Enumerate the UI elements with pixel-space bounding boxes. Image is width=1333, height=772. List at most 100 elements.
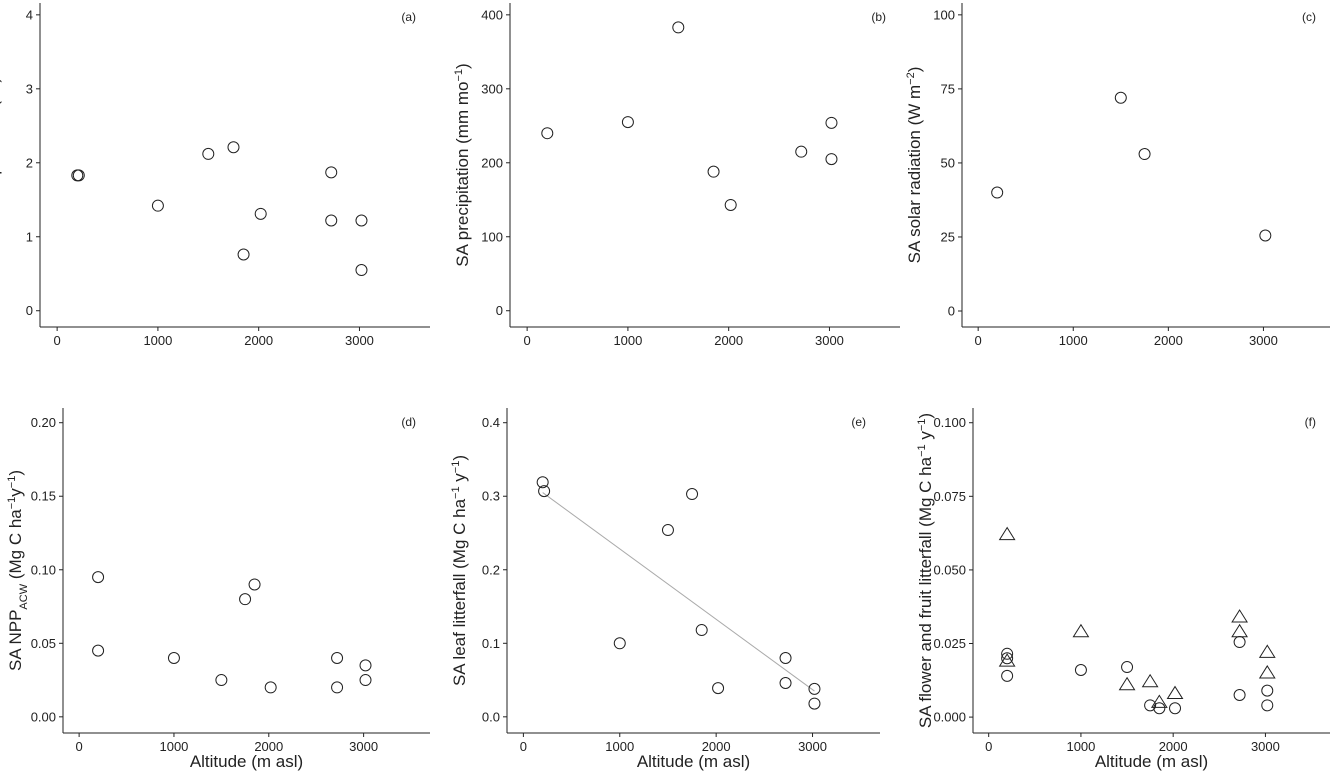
point <box>1001 647 1014 660</box>
x-tick-label: 2000 <box>1154 333 1183 348</box>
y-tick-label: 0.15 <box>31 489 56 504</box>
point <box>991 186 1004 199</box>
x-tick-label: 0 <box>76 739 83 754</box>
y-axis-label: SA NPPACW (Mg C ha−1y−1) <box>6 470 30 671</box>
x-tick-label: 1000 <box>143 333 172 348</box>
point <box>695 624 708 637</box>
x-tick-label: 1000 <box>1059 333 1088 348</box>
point <box>724 198 737 211</box>
y-axis-label: SA leaf litterfall (Mg C ha−1 y−1) <box>450 455 469 686</box>
y-axis-label-part: y <box>6 488 25 497</box>
point <box>331 681 344 694</box>
y-tick-label: 0.4 <box>482 415 500 430</box>
point <box>151 199 164 212</box>
point <box>712 682 725 695</box>
y-tick-label: 0.075 <box>933 489 966 504</box>
point <box>227 141 240 154</box>
y-axis-label-part: ) <box>453 63 472 69</box>
y-tick-label: 0 <box>948 304 955 319</box>
x-tick-label: 3000 <box>349 739 378 754</box>
x-tick-label: 0 <box>520 739 527 754</box>
panel-label: (f) <box>1305 415 1316 429</box>
panel-label: (a) <box>401 10 416 24</box>
x-tick-label: 1000 <box>613 333 642 348</box>
point <box>779 652 792 664</box>
y-axis-label-part: −2 <box>905 72 917 85</box>
point <box>355 264 368 277</box>
y-axis-label-part: y <box>450 473 469 487</box>
x-axis-label: Altitude (m asl) <box>1095 752 1208 771</box>
y-axis-label: SA flower and fruit litterfall (Mg C ha−… <box>916 413 935 728</box>
y-axis-label-part: ) <box>916 413 935 419</box>
x-axis-label: Altitude (m asl) <box>637 752 750 771</box>
x-tick-label: 1000 <box>159 739 188 754</box>
point <box>1233 689 1246 702</box>
point <box>331 652 344 664</box>
y-tick-label: 300 <box>481 81 503 96</box>
point <box>1074 664 1087 677</box>
y-tick-label: 1 <box>26 229 33 244</box>
y-tick-label: 0.0 <box>482 709 500 724</box>
y-tick-label: 0.1 <box>482 636 500 651</box>
panel: 0.00 0.05 0.10 0.15 0.20 0 1000 2000 3000 (d) Alti… <box>6 408 430 771</box>
x-tick-label: 2000 <box>244 333 273 348</box>
x-tick-label: 1000 <box>1066 739 1095 754</box>
y-axis-label-part: C) <box>0 77 2 95</box>
x-tick-label: 2000 <box>1159 739 1188 754</box>
point <box>237 248 250 261</box>
point <box>998 653 1016 667</box>
y-axis-label: SA precipitation (mm mo−1) <box>453 63 472 266</box>
point <box>239 593 252 606</box>
point <box>72 169 85 182</box>
y-axis-label-part: SA air temperature ( <box>0 101 2 253</box>
point <box>92 644 105 657</box>
x-tick-label: 2000 <box>254 739 283 754</box>
y-axis-label-part: −1 <box>916 444 928 457</box>
y-tick-label: 0.05 <box>31 636 56 651</box>
point <box>1144 699 1157 712</box>
y-axis-label: SA air temperature (oC) <box>0 77 2 253</box>
y-axis-label-part: −1 <box>453 69 465 82</box>
y-axis-label-part: (Mg C ha <box>6 509 25 584</box>
point <box>1072 623 1090 638</box>
point <box>1001 669 1014 682</box>
point <box>1114 91 1127 104</box>
y-tick-label: 0.000 <box>933 710 966 725</box>
point <box>1153 702 1166 715</box>
x-tick-label: 3000 <box>345 333 374 348</box>
point <box>538 485 551 498</box>
y-axis-label-part: −1 <box>450 486 462 499</box>
point <box>1261 699 1274 712</box>
point <box>672 21 685 34</box>
y-tick-label: 0.10 <box>31 562 56 577</box>
y-axis-label-part: −1 <box>916 419 928 432</box>
x-tick-label: 0 <box>524 333 531 348</box>
point <box>1258 644 1276 658</box>
point <box>215 674 228 687</box>
point <box>1001 652 1014 665</box>
trend-line <box>542 492 815 692</box>
point <box>621 116 634 129</box>
y-axis-label-part: −1 <box>450 461 462 474</box>
point <box>536 476 549 489</box>
y-axis-label-part: −1 <box>6 476 18 489</box>
point <box>254 207 267 220</box>
y-tick-label: 2 <box>26 155 33 170</box>
y-axis-label: SA solar radiation (W m−2) <box>905 67 924 264</box>
point <box>202 147 215 160</box>
point <box>613 637 626 650</box>
x-tick-label: 0 <box>54 333 61 348</box>
point <box>1141 673 1159 688</box>
point <box>1150 694 1168 708</box>
y-tick-label: 0 <box>496 303 503 318</box>
y-axis-label-part: SA NPP <box>6 610 25 671</box>
point <box>707 165 720 178</box>
y-axis-label-part: SA flower and fruit litterfall (Mg C ha <box>916 456 935 728</box>
x-tick-label: 1000 <box>605 739 634 754</box>
y-axis-label-part: ) <box>6 470 25 476</box>
point <box>1166 685 1184 700</box>
point <box>1169 702 1182 715</box>
point <box>1231 609 1248 623</box>
